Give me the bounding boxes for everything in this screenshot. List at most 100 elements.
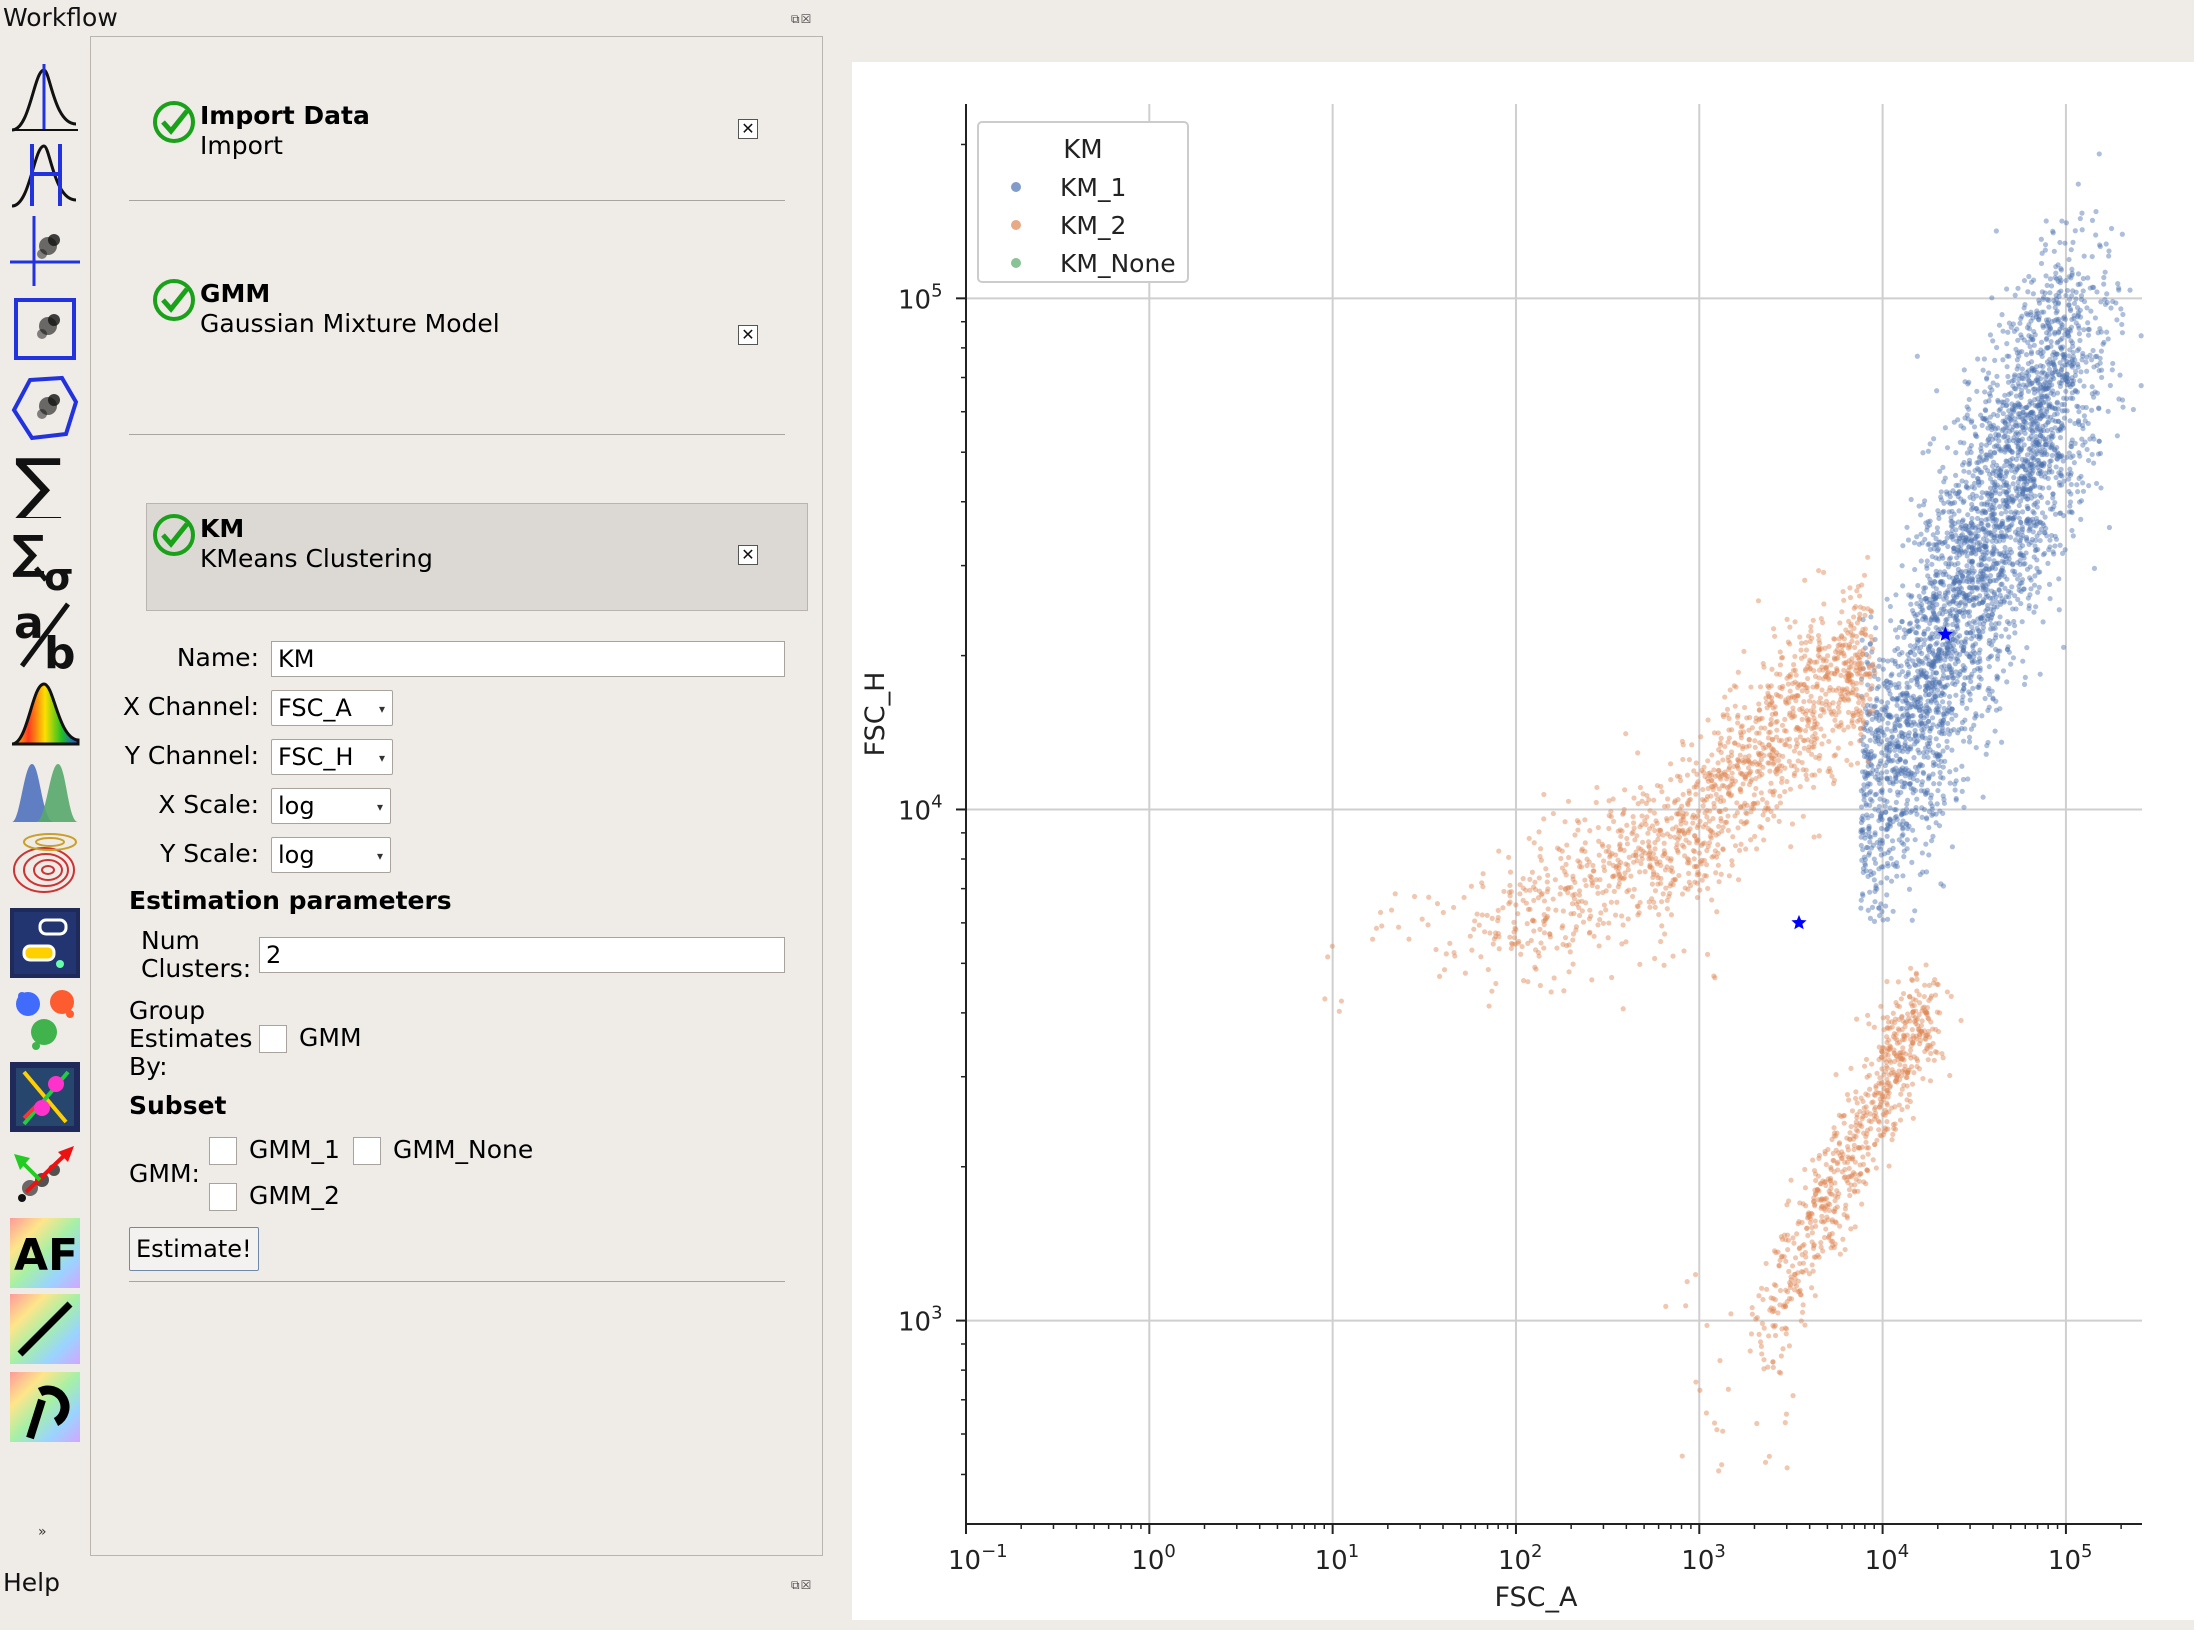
- km1-point: [2089, 384, 2095, 390]
- y-scale-select[interactable]: log ▾: [271, 837, 391, 873]
- subset-gmm2-checkbox[interactable]: [209, 1183, 237, 1211]
- km1-point: [1953, 669, 1959, 675]
- km1-point: [1914, 639, 1921, 646]
- km1-point: [1974, 633, 1980, 639]
- crosshair-scatter-icon[interactable]: [10, 216, 80, 286]
- km1-point: [1995, 656, 2001, 662]
- km1-point: [1904, 693, 1910, 699]
- color-histogram-icon[interactable]: [10, 678, 80, 748]
- km1-point: [2043, 442, 2050, 448]
- km1-point: [1925, 661, 1931, 667]
- km2-point: [1595, 824, 1601, 831]
- km1-point: [2031, 582, 2038, 588]
- km2-point: [1803, 772, 1809, 778]
- y-channel-select[interactable]: FSC_H ▾: [271, 739, 393, 775]
- km2-point: [1803, 767, 1809, 773]
- toolbar-more-icon[interactable]: »: [38, 1524, 47, 1540]
- km2-point: [1674, 847, 1681, 854]
- km1-point: [1940, 672, 1947, 679]
- km1-point: [2019, 580, 2025, 586]
- subset-gmmnone-checkbox[interactable]: [353, 1137, 381, 1165]
- km1-point: [1925, 644, 1932, 651]
- km1-point: [1921, 668, 1927, 674]
- km1-point: [1935, 743, 1942, 749]
- km1-point: [1862, 775, 1869, 781]
- km1-point: [2002, 418, 2008, 424]
- km1-point: [1938, 655, 1944, 661]
- polygon-gate-icon[interactable]: [10, 372, 80, 442]
- km1-point: [1933, 656, 1939, 662]
- km1-point: [2042, 411, 2048, 417]
- km1-point: [2045, 419, 2052, 425]
- km1-point: [2104, 329, 2110, 335]
- bleedthrough-icon[interactable]: [10, 1294, 80, 1364]
- km1-point: [2071, 360, 2077, 367]
- km1-point: [1921, 641, 1927, 647]
- km1-point: [1867, 755, 1874, 761]
- km1-point: [1966, 457, 1973, 463]
- km1-point: [1867, 640, 1874, 647]
- km1-point: [1875, 771, 1881, 777]
- km2-point: [1646, 843, 1652, 849]
- km1-point: [1976, 577, 1982, 583]
- bead-calibration-icon[interactable]: [10, 1372, 80, 1442]
- remove-km-button[interactable]: ✕: [738, 545, 758, 565]
- km1-point: [1981, 568, 1987, 574]
- km1-point: [1934, 601, 1940, 608]
- km1-point: [1961, 613, 1967, 619]
- rectangle-gate-icon[interactable]: [10, 294, 80, 364]
- km2-point: [1605, 935, 1611, 941]
- km1-point: [2006, 463, 2013, 469]
- pca-icon[interactable]: [10, 1062, 80, 1132]
- histogram-icon[interactable]: [10, 64, 80, 134]
- gaussian-peaks-icon[interactable]: [10, 754, 80, 824]
- km1-point: [1924, 710, 1931, 716]
- km1-point: [1982, 510, 1988, 516]
- remove-import-button[interactable]: ✕: [738, 119, 758, 139]
- workflow-item-km[interactable]: KM KMeans Clustering: [146, 503, 808, 611]
- density-contour-icon[interactable]: [10, 830, 80, 900]
- compensation-arrow-icon[interactable]: [10, 1140, 80, 1210]
- km1-point: [1991, 532, 1997, 538]
- km1-point: [1944, 445, 1951, 451]
- num-clusters-input[interactable]: 2: [259, 937, 785, 973]
- km1-point: [1907, 620, 1914, 626]
- estimate-button[interactable]: Estimate!: [129, 1227, 259, 1271]
- km1-point: [1904, 720, 1910, 726]
- km1-point: [1949, 680, 1956, 687]
- km1-point: [1986, 640, 1992, 646]
- km1-point: [1968, 538, 1974, 544]
- image-cells-icon[interactable]: [10, 908, 80, 978]
- km1-point: [1969, 624, 1975, 630]
- help-dock-buttons[interactable]: ⧉☒: [791, 1578, 813, 1592]
- km1-point: [2033, 604, 2039, 610]
- km1-point: [1937, 579, 1943, 585]
- group-by-gmm-checkbox[interactable]: [259, 1025, 287, 1053]
- cluster-colors-icon[interactable]: [10, 984, 80, 1054]
- km1-point: [1893, 775, 1899, 781]
- km1-point: [2062, 316, 2068, 322]
- remove-gmm-button[interactable]: ✕: [738, 325, 758, 345]
- sum-sigma-icon[interactable]: ∑ σ: [10, 524, 80, 594]
- km1-point: [2012, 630, 2018, 636]
- name-input[interactable]: KM: [271, 641, 785, 677]
- sum-icon[interactable]: ∑: [10, 448, 80, 518]
- km1-point: [1906, 781, 1912, 787]
- km2-point: [1741, 803, 1747, 809]
- km2-point: [1743, 810, 1749, 816]
- km2-point: [1661, 851, 1668, 857]
- x-channel-select[interactable]: FSC_A ▾: [271, 690, 393, 726]
- workflow-dock-buttons[interactable]: ⧉☒: [791, 12, 813, 26]
- x-scale-select[interactable]: log ▾: [271, 788, 391, 824]
- km2-point: [1562, 869, 1568, 875]
- km1-point: [1954, 622, 1960, 628]
- subset-gmm1-checkbox[interactable]: [209, 1137, 237, 1165]
- km1-point: [1938, 881, 1944, 887]
- km1-point: [1931, 781, 1937, 787]
- km2-point: [1543, 866, 1549, 872]
- km1-point: [1990, 695, 1996, 701]
- histogram-gate-icon[interactable]: [10, 140, 80, 210]
- km1-point: [1865, 815, 1871, 821]
- autofluorescence-icon[interactable]: AF: [10, 1218, 80, 1288]
